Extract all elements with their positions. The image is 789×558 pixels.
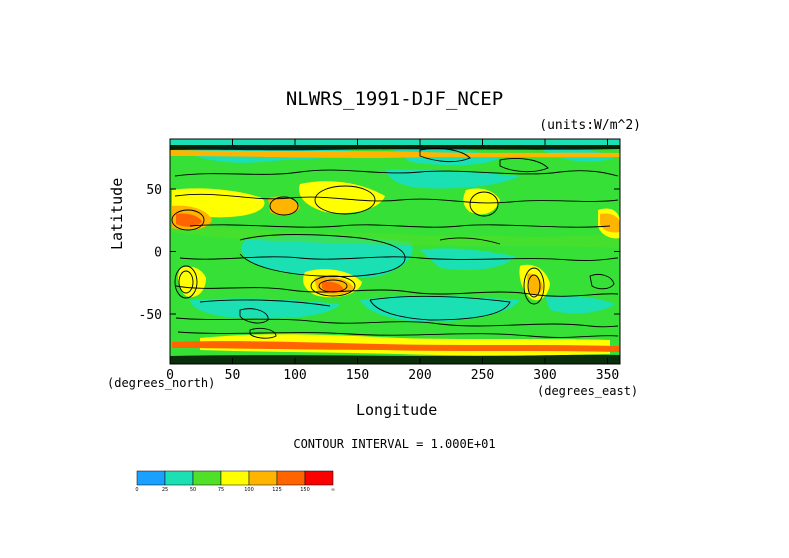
y-tick-label: 0	[154, 246, 162, 261]
colorbar-swatch	[136, 470, 166, 486]
x-axis-ticks: 0 50 100 150 200 250 300 350	[166, 139, 619, 383]
x-tick-label: 300	[533, 368, 556, 383]
x-tick-label: 100	[283, 368, 306, 383]
colorbar-label: 25	[162, 487, 168, 493]
y-tick-label: 50	[146, 183, 162, 198]
colorbar-label: 0	[135, 487, 138, 493]
colorbar-label: 50	[190, 487, 196, 493]
colorbar-swatch	[276, 470, 306, 486]
y-axis-ticks: 50 0 -50	[139, 183, 620, 323]
x-tick-label: 250	[471, 368, 494, 383]
colorbar-label: 150	[300, 487, 310, 493]
colorbar-swatch	[220, 470, 250, 486]
colorbar-swatch	[304, 470, 334, 486]
colorbar-swatch	[248, 470, 278, 486]
colorbar-label: 75	[218, 487, 224, 493]
colorbar-swatch	[192, 470, 222, 486]
x-tick-label: 150	[346, 368, 369, 383]
colorbar-label: ∞	[331, 487, 335, 493]
y-tick-label: -50	[139, 308, 162, 323]
x-tick-label: 0	[166, 368, 174, 383]
x-units-right-label: (degrees_east)	[537, 384, 639, 398]
x-axis-label: Longitude	[356, 401, 438, 419]
units-label: (units:W/m^2)	[539, 118, 641, 133]
colorbar-label: 125	[272, 487, 282, 493]
colorbar-label: 100	[244, 487, 254, 493]
map-title: NLWRS_1991-DJF_NCEP	[285, 88, 504, 110]
x-tick-label: 200	[408, 368, 431, 383]
x-tick-label: 350	[596, 368, 619, 383]
colorbar-swatch	[164, 470, 194, 486]
x-units-left-label: (degrees_north)	[107, 376, 216, 390]
colorbar: 0 25 50 75 100 125 150 ∞	[135, 470, 335, 493]
contour-interval-label: CONTOUR INTERVAL = 1.000E+01	[293, 437, 496, 451]
map-plot-area	[169, 138, 621, 365]
x-tick-label: 50	[225, 368, 241, 383]
field-shading	[170, 139, 620, 364]
